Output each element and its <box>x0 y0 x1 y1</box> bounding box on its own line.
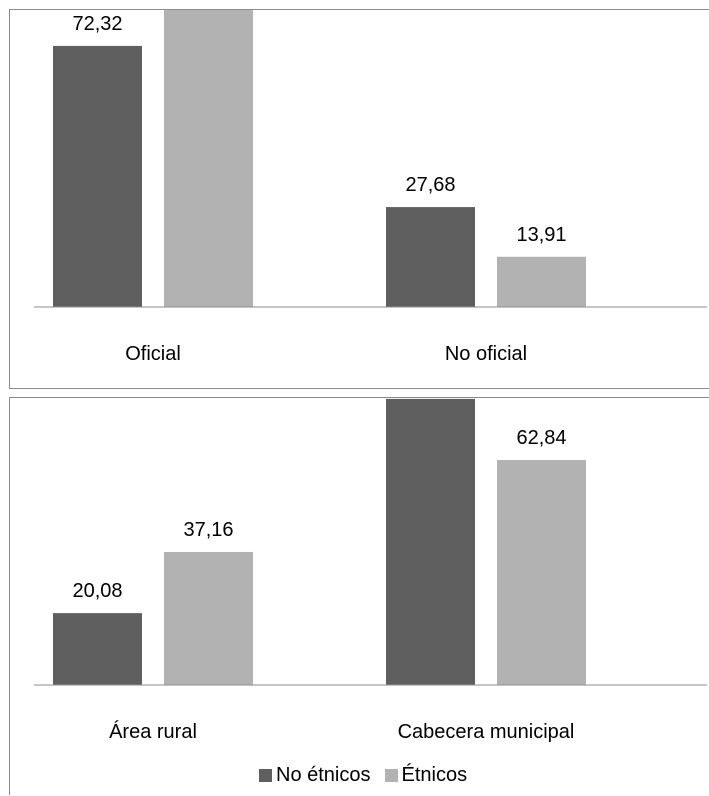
bar-no-etnicos-2 <box>386 398 475 685</box>
data-label-no-etnicos-2: 27,68 <box>405 174 455 196</box>
legend-swatch-no-etnicos <box>259 768 272 782</box>
category-label-1: Área rural <box>109 720 197 743</box>
legend-label-no-etnicos: No étnicos <box>276 763 371 786</box>
bar-etnicos-2 <box>497 256 586 307</box>
bar-no-etnicos-1 <box>53 45 142 307</box>
bar-etnicos-2 <box>497 460 586 685</box>
data-label-etnicos-2: 13,91 <box>516 224 566 246</box>
chart-legend: No étnicos Étnicos <box>259 762 481 788</box>
legend-label-etnicos: Étnicos <box>401 763 468 786</box>
data-label-etnicos-1: 37,16 <box>183 519 233 541</box>
data-label-no-etnicos-1: 72,32 <box>72 13 122 35</box>
category-label-1: Oficial <box>125 343 181 365</box>
legend-item-no-etnicos: No étnicos <box>259 764 371 787</box>
legend-swatch-etnicos <box>384 768 398 782</box>
bar-etnicos-1 <box>164 10 253 308</box>
bar-no-etnicos-2 <box>386 207 475 307</box>
data-label-no-etnicos-1: 20,08 <box>72 580 122 602</box>
category-label-2: No oficial <box>445 343 527 365</box>
bar-etnicos-1 <box>164 551 253 685</box>
bar-no-etnicos-1 <box>53 613 142 685</box>
legend-item-etnicos: Étnicos <box>384 763 468 787</box>
category-label-2: Cabecera municipal <box>398 721 575 743</box>
data-label-etnicos-2: 62,84 <box>516 427 566 449</box>
